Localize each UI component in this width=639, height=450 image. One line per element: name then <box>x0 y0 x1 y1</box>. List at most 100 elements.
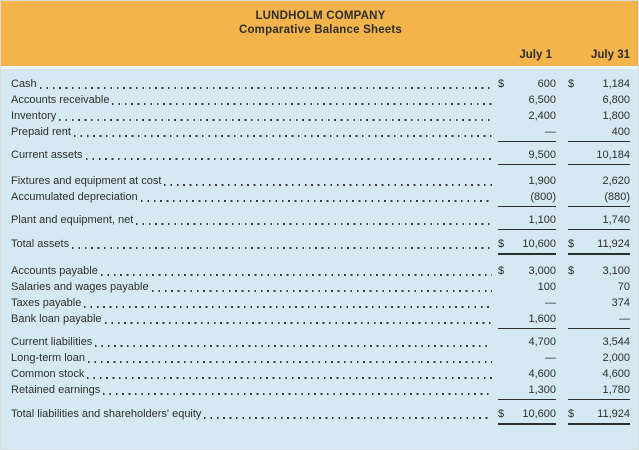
column-header-july1: July 1 <box>519 49 552 61</box>
table-row: Prepaid rent — 400 <box>11 124 630 140</box>
value-july1: — <box>498 124 556 140</box>
value-text: 4,600 <box>528 368 556 380</box>
value-july1: (800) <box>498 189 556 205</box>
row-label: Current assets <box>11 149 83 161</box>
rule-spacer <box>11 140 498 142</box>
dot-leader <box>39 76 493 92</box>
currency-symbol: $ <box>498 408 505 420</box>
value-july31: 3,544 <box>568 334 630 350</box>
value-july1: $3,000 <box>498 263 556 279</box>
dot-leader <box>140 189 493 205</box>
rule-spacer <box>11 163 498 165</box>
row-label: Common stock <box>11 368 85 380</box>
value-text: — <box>545 126 556 138</box>
row-label: Plant and equipment, net <box>11 214 134 226</box>
row-label: Accumulated depreciation <box>11 191 138 203</box>
dot-leader <box>100 263 493 279</box>
value-july1: 100 <box>498 279 556 295</box>
rule-spacer <box>11 398 498 400</box>
column-gap <box>556 140 568 142</box>
value-july31: 1,740 <box>568 212 630 228</box>
single-rule-row <box>11 228 630 230</box>
statement-header: LUNDHOLM COMPANY Comparative Balance She… <box>1 1 638 69</box>
table-row: Accumulated depreciation (800) (880) <box>11 189 630 205</box>
value-july1: 4,700 <box>498 334 556 350</box>
value-text: 11,924 <box>597 408 630 420</box>
value-text: 1,780 <box>602 384 630 396</box>
column-gap <box>556 163 568 165</box>
value-july31: 4,600 <box>568 366 630 382</box>
row-label: Accounts payable <box>11 265 98 277</box>
column-gap <box>556 205 568 207</box>
value-july1: 1,600 <box>498 311 556 327</box>
currency-symbol: $ <box>498 78 505 90</box>
table-row: Current liabilities 4,700 3,544 <box>11 334 630 350</box>
table-row: Current assets 9,500 10,184 <box>11 147 630 163</box>
single-rule-july1 <box>498 229 556 230</box>
dot-leader <box>136 212 492 228</box>
value-text: 1,900 <box>528 175 556 187</box>
dot-leader <box>87 366 492 382</box>
double-rule-july31 <box>568 423 630 425</box>
table-row: Salaries and wages payable 100 70 <box>11 279 630 295</box>
currency-symbol: $ <box>568 238 575 250</box>
value-july31: 1,800 <box>568 108 630 124</box>
rule-spacer <box>11 422 498 425</box>
value-july31: $3,100 <box>568 263 630 279</box>
value-july31: — <box>568 311 630 327</box>
rule-spacer <box>11 327 498 329</box>
table-row: Cash $600 $1,184 <box>11 76 630 92</box>
value-text: 70 <box>617 281 630 293</box>
single-rule-july31 <box>568 164 630 165</box>
value-text: 1,600 <box>528 313 556 325</box>
dot-leader <box>85 147 493 163</box>
value-july1: $10,600 <box>498 406 556 422</box>
dot-leader <box>73 124 493 140</box>
value-text: 400 <box>611 126 630 138</box>
company-name: LUNDHOLM COMPANY <box>255 10 386 22</box>
value-text: 1,800 <box>602 110 630 122</box>
table-row: Retained earnings 1,300 1,780 <box>11 382 630 398</box>
value-text: 3,000 <box>528 265 556 277</box>
single-rule-july1 <box>498 399 556 400</box>
row-label: Cash <box>11 78 37 90</box>
value-text: 2,400 <box>528 110 556 122</box>
currency-symbol: $ <box>568 265 575 277</box>
value-text: 10,600 <box>522 408 556 420</box>
double-rule-july1 <box>498 253 556 255</box>
value-text: 600 <box>537 78 556 90</box>
single-rule-july1 <box>498 141 556 142</box>
table-row: Long-term loan — 2,000 <box>11 350 630 366</box>
value-text: 3,100 <box>602 265 630 277</box>
dot-leader <box>112 92 492 108</box>
row-label: Salaries and wages payable <box>11 281 149 293</box>
value-text: 6,800 <box>602 94 630 106</box>
single-rule-row <box>11 327 630 329</box>
row-label: Accounts receivable <box>11 94 110 106</box>
single-rule-july31 <box>568 141 630 142</box>
single-rule-row <box>11 140 630 142</box>
single-rule-july31 <box>568 229 630 230</box>
dot-leader <box>59 108 492 124</box>
value-text: 1,100 <box>528 214 556 226</box>
value-july1: 9,500 <box>498 147 556 163</box>
table-row: Total liabilities and shareholders' equi… <box>11 406 630 422</box>
value-text: 10,184 <box>596 149 630 161</box>
statement-title: Comparative Balance Sheets <box>238 24 403 36</box>
value-text: 2,620 <box>602 175 630 187</box>
currency-symbol: $ <box>568 78 575 90</box>
value-july31: (880) <box>568 189 630 205</box>
row-label: Prepaid rent <box>11 126 71 138</box>
value-text: 100 <box>537 281 556 293</box>
double-rule-july31 <box>568 253 630 255</box>
column-gap <box>556 327 568 329</box>
row-label: Total liabilities and shareholders' equi… <box>11 408 202 420</box>
value-july1: $600 <box>498 76 556 92</box>
row-label: Retained earnings <box>11 384 101 396</box>
dot-leader <box>88 350 492 366</box>
row-label: Fixtures and equipment at cost <box>11 175 162 187</box>
value-july1: 2,400 <box>498 108 556 124</box>
table-row: Accounts receivable 6,500 6,800 <box>11 92 630 108</box>
value-text: 2,000 <box>602 352 630 364</box>
